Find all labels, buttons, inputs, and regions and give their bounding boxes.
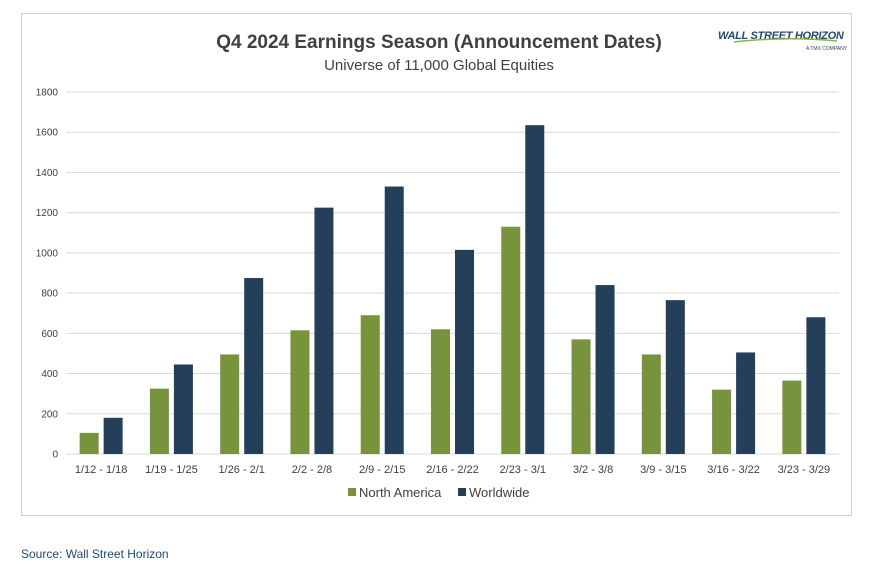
x-tick-label: 1/26 - 2/1 xyxy=(218,464,264,476)
brand-logo: WALL STREET HORIZON A TMX COMPANY xyxy=(718,30,848,52)
bar-north-america xyxy=(782,380,802,454)
bar-worldwide xyxy=(314,207,334,454)
x-tick-label: 1/12 - 1/18 xyxy=(75,464,128,476)
x-tick-label: 3/9 - 3/15 xyxy=(640,464,686,476)
y-tick-label: 800 xyxy=(41,289,58,300)
bar-worldwide xyxy=(525,125,545,454)
y-tick-label: 1400 xyxy=(36,168,59,179)
bar-worldwide xyxy=(103,417,123,454)
legend-swatch xyxy=(458,488,466,496)
y-tick-label: 600 xyxy=(41,329,58,340)
bar-north-america xyxy=(431,329,450,454)
bar-north-america xyxy=(641,354,661,454)
legend: North America Worldwide xyxy=(348,485,529,500)
y-tick-label: 200 xyxy=(41,409,58,420)
x-tick-label: 2/16 - 2/22 xyxy=(426,464,479,476)
bar-north-america xyxy=(571,339,591,454)
legend-label: North America xyxy=(359,485,442,500)
y-tick-label: 0 xyxy=(52,450,58,461)
bar-worldwide xyxy=(806,317,826,454)
bar-worldwide xyxy=(595,285,615,454)
bar-north-america xyxy=(79,432,99,454)
chart-title: Q4 2024 Earnings Season (Announcement Da… xyxy=(216,32,662,53)
x-tick-label: 3/16 - 3/22 xyxy=(707,464,760,476)
logo-swoosh xyxy=(733,37,838,43)
bar-north-america xyxy=(149,388,169,454)
legend-swatch xyxy=(348,488,356,496)
x-tick-label: 3/2 - 3/8 xyxy=(573,464,613,476)
bar-worldwide xyxy=(736,352,756,454)
bar-north-america xyxy=(290,330,310,454)
bar-worldwide xyxy=(384,186,404,454)
x-tick-label: 1/19 - 1/25 xyxy=(145,464,198,476)
chart-svg: Q4 2024 Earnings Season (Announcement Da… xyxy=(36,30,848,500)
y-tick-label: 400 xyxy=(41,369,58,380)
x-tick-label: 3/23 - 3/29 xyxy=(778,464,831,476)
bar-north-america xyxy=(220,354,240,454)
logo-tagline: A TMX COMPANY xyxy=(806,46,848,52)
bar-north-america xyxy=(360,315,380,454)
bar-north-america xyxy=(712,389,732,454)
x-tick-label: 2/23 - 3/1 xyxy=(500,464,546,476)
grid-layer xyxy=(66,91,839,455)
bar-worldwide xyxy=(665,300,685,454)
bars xyxy=(79,125,826,454)
source-note: Source: Wall Street Horizon xyxy=(21,547,169,561)
x-tick-label: 2/9 - 2/15 xyxy=(359,464,405,476)
x-tick-label: 2/2 - 2/8 xyxy=(292,464,332,476)
chart-subtitle: Universe of 11,000 Global Equities xyxy=(324,57,554,74)
chart-frame: Q4 2024 Earnings Season (Announcement Da… xyxy=(21,13,852,516)
y-tick-label: 1200 xyxy=(36,208,59,219)
bar-north-america xyxy=(501,226,521,454)
y-axis: 0 200 400 600 800 1000 1200 1400 1600 1800 xyxy=(36,88,59,461)
bar-worldwide xyxy=(173,364,193,454)
bar-worldwide xyxy=(244,278,264,454)
legend-label: Worldwide xyxy=(469,485,529,500)
y-tick-label: 1000 xyxy=(36,248,59,259)
y-tick-label: 1800 xyxy=(36,88,59,99)
y-tick-label: 1600 xyxy=(36,128,59,139)
bar-worldwide xyxy=(455,249,474,454)
x-axis: 1/12 - 1/18 1/19 - 1/25 1/26 - 2/1 2/2 - 2/… xyxy=(75,464,830,476)
